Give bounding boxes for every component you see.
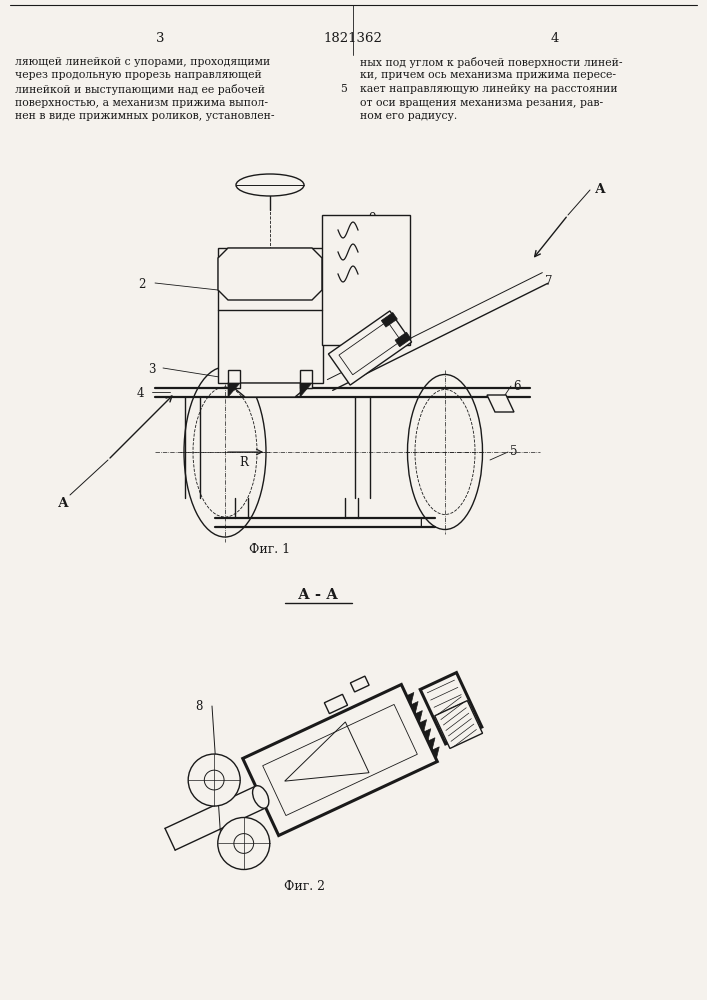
Ellipse shape — [236, 174, 304, 196]
Text: 5: 5 — [510, 445, 518, 458]
Text: 4: 4 — [551, 32, 559, 45]
Text: 3: 3 — [156, 32, 164, 45]
Bar — [300, 370, 312, 388]
Text: 2: 2 — [138, 278, 146, 291]
Text: I: I — [418, 518, 423, 531]
Polygon shape — [243, 685, 437, 835]
Text: А - А: А - А — [298, 588, 338, 602]
Text: А: А — [595, 183, 606, 196]
Text: R: R — [239, 456, 248, 469]
Text: 1821362: 1821362 — [324, 32, 382, 45]
Polygon shape — [328, 311, 411, 385]
Text: А: А — [58, 497, 69, 510]
Ellipse shape — [184, 367, 266, 537]
Polygon shape — [351, 676, 369, 692]
Bar — [228, 370, 240, 388]
Circle shape — [188, 754, 240, 806]
Text: 8: 8 — [195, 700, 202, 713]
Polygon shape — [228, 383, 312, 397]
Polygon shape — [487, 395, 514, 412]
Polygon shape — [415, 711, 422, 723]
Polygon shape — [381, 313, 397, 327]
Text: ных под углом к рабочей поверхности линей-: ных под углом к рабочей поверхности лине… — [360, 57, 622, 68]
Polygon shape — [218, 248, 322, 300]
Ellipse shape — [252, 786, 269, 808]
Text: линейкой и выступающими над ее рабочей: линейкой и выступающими над ее рабочей — [15, 84, 265, 95]
Ellipse shape — [407, 374, 482, 530]
Polygon shape — [420, 673, 482, 744]
Text: поверхностью, а механизм прижима выпол-: поверхностью, а механизм прижима выпол- — [15, 98, 268, 107]
Polygon shape — [395, 332, 411, 347]
Text: через продольную прорезь направляющей: через продольную прорезь направляющей — [15, 70, 262, 81]
Text: ки, причем ось механизма прижима пересе-: ки, причем ось механизма прижима пересе- — [360, 70, 616, 81]
Polygon shape — [432, 747, 439, 759]
Text: Фиг. 2: Фиг. 2 — [284, 880, 325, 893]
Polygon shape — [228, 383, 240, 397]
Text: 6: 6 — [513, 380, 520, 393]
Polygon shape — [419, 720, 426, 732]
Text: 3: 3 — [148, 363, 156, 376]
Polygon shape — [300, 383, 312, 397]
Circle shape — [218, 817, 270, 869]
Text: Фиг. 1: Фиг. 1 — [250, 543, 291, 556]
Text: от оси вращения механизма резания, рав-: от оси вращения механизма резания, рав- — [360, 98, 603, 107]
Bar — [322, 215, 410, 345]
Text: ляющей линейкой с упорами, проходящими: ляющей линейкой с упорами, проходящими — [15, 57, 270, 67]
Polygon shape — [325, 694, 348, 714]
Text: 5: 5 — [340, 84, 347, 94]
Text: 7: 7 — [545, 275, 552, 288]
Polygon shape — [435, 701, 483, 748]
Text: 9: 9 — [368, 212, 375, 225]
Text: кает направляющую линейку на расстоянии: кает направляющую линейку на расстоянии — [360, 84, 618, 94]
Polygon shape — [407, 692, 414, 705]
Text: нен в виде прижимных роликов, установлен-: нен в виде прижимных роликов, установлен… — [15, 111, 274, 121]
Text: ном его радиусу.: ном его радиусу. — [360, 111, 457, 121]
Polygon shape — [411, 702, 418, 714]
Text: 4: 4 — [137, 387, 144, 400]
Polygon shape — [428, 738, 435, 750]
Bar — [218, 248, 323, 383]
Polygon shape — [423, 729, 431, 741]
